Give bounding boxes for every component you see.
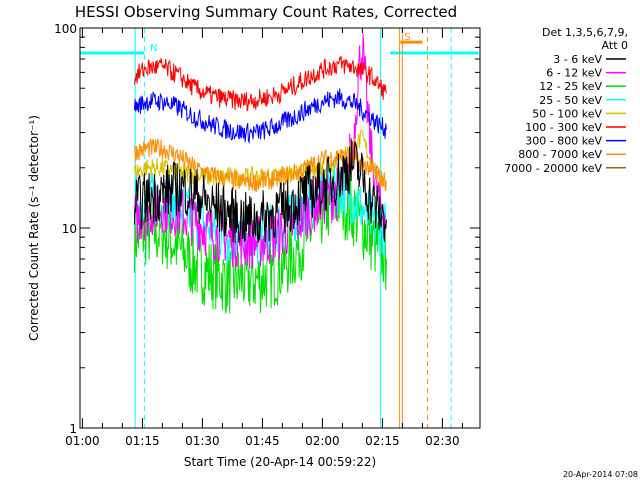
legend-label: 6 - 12 keV — [546, 67, 602, 80]
y-tick-label: 1 — [69, 422, 77, 436]
series-line-2 — [133, 171, 387, 314]
legend-label: 100 - 300 keV — [525, 121, 602, 134]
x-tick-label: 02:00 — [305, 434, 340, 448]
flag-label-2: S — [404, 32, 410, 43]
legend-header-attenuator: Att 0 — [602, 39, 628, 52]
legend-label: 12 - 25 keV — [539, 80, 602, 93]
legend-label: 25 - 50 keV — [539, 94, 602, 107]
legend-header-detectors: Det 1,3,5,6,7,9, — [542, 26, 628, 39]
x-tick-label: 01:45 — [245, 434, 280, 448]
chart-title: HESSI Observing Summary Count Rates, Cor… — [75, 3, 457, 21]
legend-label: 3 - 6 keV — [553, 53, 602, 66]
x-tick-label: 01:15 — [125, 434, 160, 448]
x-tick-label: 02:30 — [425, 434, 460, 448]
legend-label: 50 - 100 keV — [532, 107, 602, 120]
y-tick-label: 100 — [54, 22, 77, 36]
series-line-5 — [133, 55, 387, 112]
x-tick-label: 01:30 — [185, 434, 220, 448]
legend-label: 7000 - 20000 keV — [504, 162, 602, 175]
x-axis-label: Start Time (20-Apr-14 00:59:22) — [184, 455, 376, 469]
legend-label: 800 - 7000 keV — [518, 148, 602, 161]
render-timestamp: 20-Apr-2014 07:08 — [563, 470, 638, 479]
series-line-6 — [133, 88, 387, 145]
plot-area: NS — [80, 28, 479, 428]
x-axis: 01:00 01:15 01:30 01:45 02:00 02:15 02:30 — [65, 28, 463, 448]
y-tick-label: 10 — [62, 222, 77, 236]
flag-label-0: N — [150, 43, 157, 54]
series-line-0 — [133, 139, 387, 244]
legend-label: 300 - 800 keV — [525, 135, 602, 148]
x-tick-label: 02:15 — [365, 434, 400, 448]
y-axis: 1 10 100 — [54, 22, 480, 436]
x-tick-label: 01:00 — [65, 434, 100, 448]
y-axis-label: Corrected Count Rate (s⁻¹ detector⁻¹) — [27, 115, 41, 341]
